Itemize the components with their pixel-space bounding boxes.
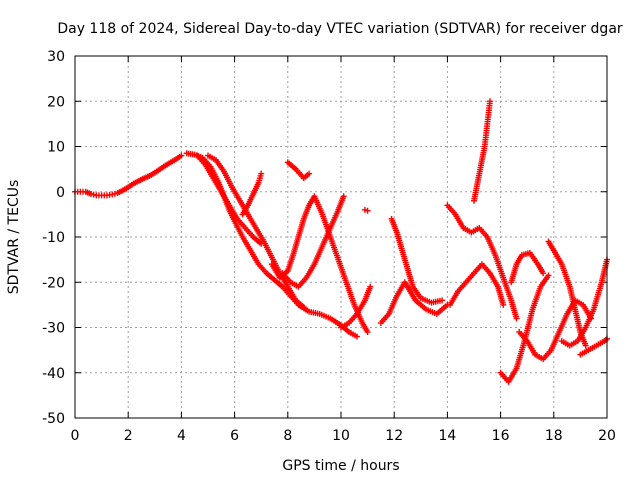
grid-lines	[75, 56, 607, 418]
data-point	[306, 170, 313, 177]
y-axis-label: SDTVAR / TECUs	[6, 180, 22, 295]
data-point	[545, 272, 552, 279]
data-point	[513, 315, 520, 322]
chart-title: Day 118 of 2024, Sidereal Day-to-day VTE…	[57, 21, 623, 37]
x-tick-label: 8	[283, 428, 292, 444]
data-point	[367, 283, 374, 290]
data-point	[353, 333, 360, 340]
axis-ticks: 0 2 4 6 8 10 12 14 16 18 20 30 20 10 0 -10 -20 -30 -40 -50	[42, 49, 616, 444]
y-tick-label: 30	[47, 49, 65, 65]
data-point	[364, 329, 371, 336]
plot-frame	[74, 55, 608, 419]
x-tick-label: 16	[492, 428, 510, 444]
data-point	[364, 207, 371, 214]
y-tick-label: -40	[42, 366, 65, 382]
data-point	[439, 297, 446, 304]
data-point	[582, 342, 589, 349]
data-point	[540, 270, 547, 277]
x-tick-label: 6	[230, 428, 239, 444]
y-tick-label: -10	[42, 230, 65, 246]
x-tick-label: 18	[545, 428, 563, 444]
x-axis-label: GPS time / hours	[282, 458, 399, 474]
y-tick-label: -30	[42, 321, 65, 337]
x-tick-label: 20	[598, 428, 616, 444]
x-tick-label: 12	[385, 428, 403, 444]
data-point	[340, 193, 347, 200]
x-tick-label: 2	[124, 428, 133, 444]
x-tick-label: 0	[71, 428, 80, 444]
data-point	[500, 301, 507, 308]
data-point	[178, 152, 185, 159]
data-point	[486, 98, 493, 105]
x-tick-label: 4	[177, 428, 186, 444]
y-tick-label: 0	[56, 185, 65, 201]
x-tick-label: 10	[332, 428, 350, 444]
data-points	[72, 98, 610, 385]
y-tick-label: 10	[47, 140, 65, 156]
data-point	[300, 304, 307, 311]
data-point	[258, 170, 265, 177]
y-tick-label: 20	[47, 94, 65, 110]
y-tick-label: -50	[42, 411, 65, 427]
y-tick-label: -20	[42, 275, 65, 291]
x-tick-label: 14	[438, 428, 456, 444]
